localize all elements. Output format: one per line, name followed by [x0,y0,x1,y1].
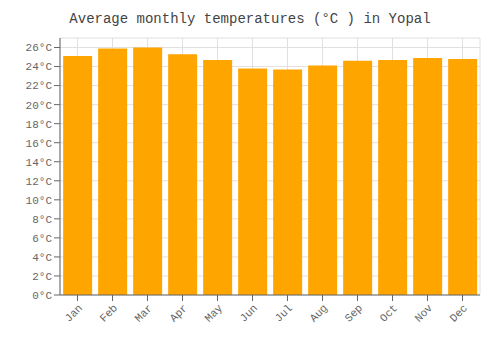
svg-text:20°C: 20°C [26,100,53,112]
svg-text:May: May [203,302,226,325]
svg-text:10°C: 10°C [26,195,53,207]
svg-text:18°C: 18°C [26,119,53,131]
svg-text:2°C: 2°C [32,271,52,283]
svg-text:Jun: Jun [238,302,260,324]
svg-text:6°C: 6°C [32,233,52,245]
svg-text:24°C: 24°C [26,61,53,73]
svg-text:14°C: 14°C [26,157,53,169]
svg-text:Jul: Jul [273,302,295,324]
svg-text:4°C: 4°C [32,252,52,264]
svg-text:Oct: Oct [378,302,400,324]
svg-text:Sep: Sep [343,302,365,324]
svg-text:22°C: 22°C [26,80,53,92]
svg-text:12°C: 12°C [26,176,53,188]
svg-text:8°C: 8°C [32,214,52,226]
svg-text:Dec: Dec [448,302,470,324]
svg-text:Mar: Mar [133,302,155,324]
svg-text:26°C: 26°C [26,42,53,54]
svg-text:Jan: Jan [63,302,85,324]
svg-text:Apr: Apr [168,302,190,324]
svg-text:0°C: 0°C [32,290,52,302]
svg-text:Aug: Aug [308,302,330,324]
svg-text:Feb: Feb [98,302,120,324]
html-text:Average monthly temperatures (: Average monthly temperatures (°C ) in Yo… [69,11,431,27]
svg-text:Nov: Nov [413,302,436,325]
svg-text:16°C: 16°C [26,138,53,150]
